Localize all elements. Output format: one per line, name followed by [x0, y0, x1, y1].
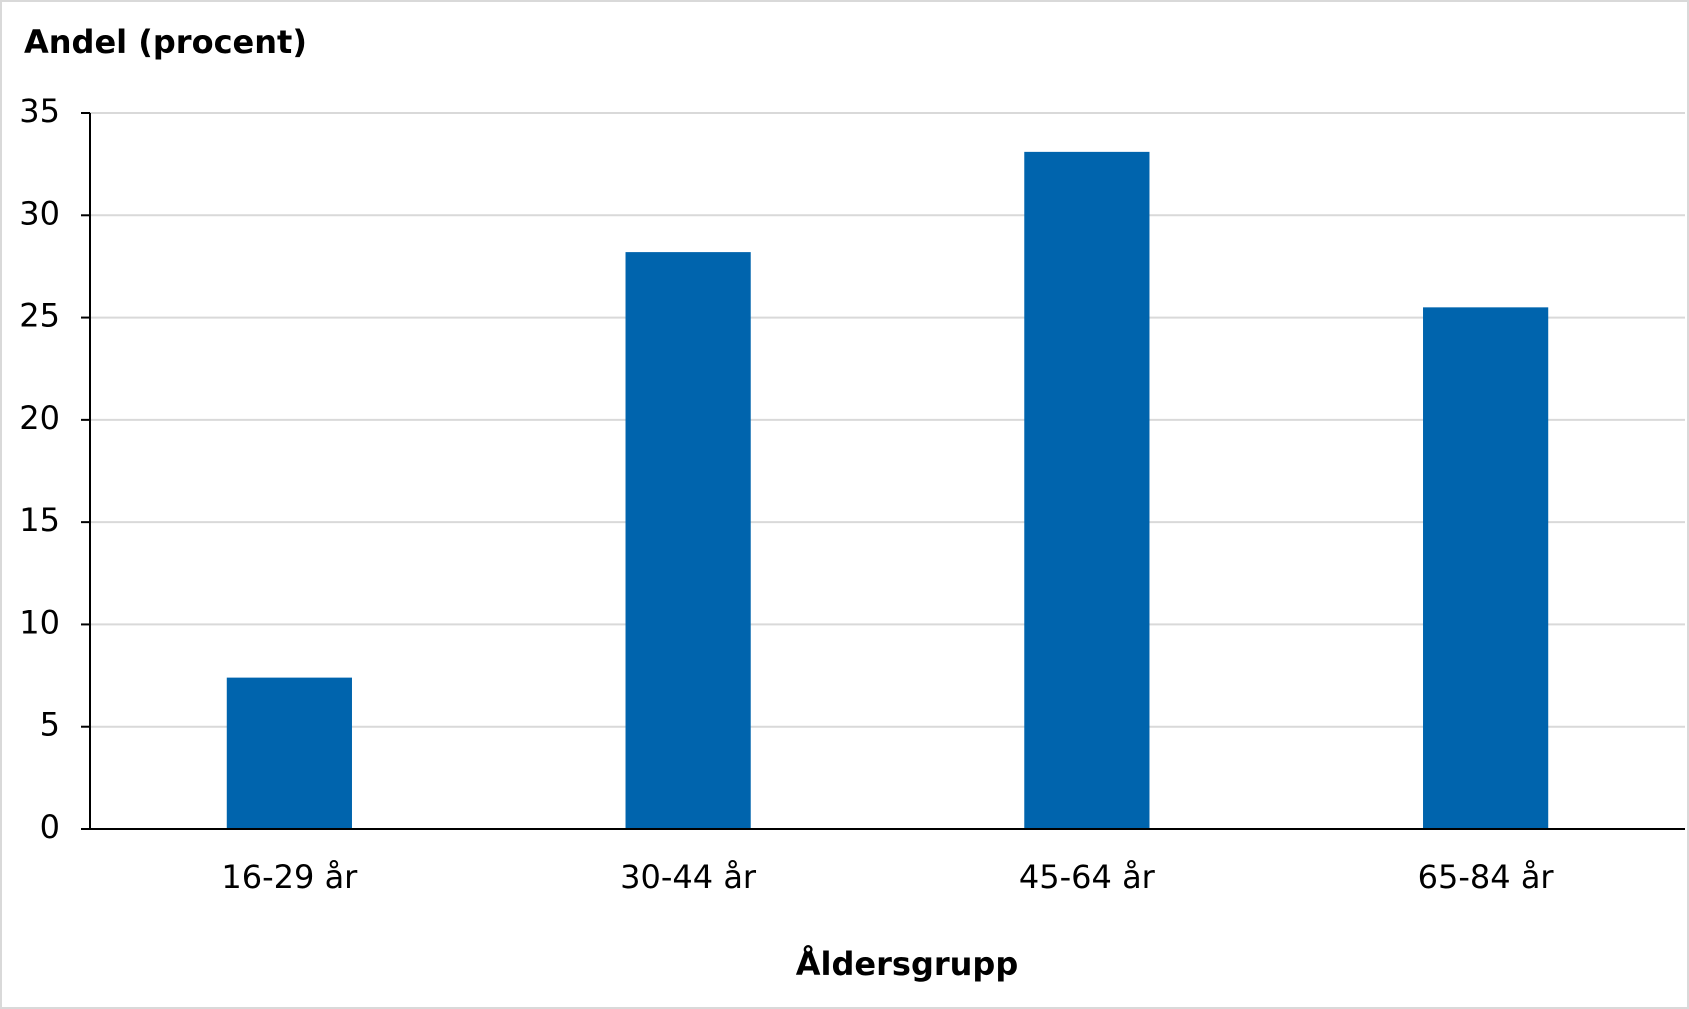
y-axis-title: Andel (procent): [24, 23, 307, 61]
y-tick-label: 15: [19, 501, 60, 539]
y-tick-label: 20: [19, 399, 60, 437]
y-tick-label: 10: [19, 603, 60, 641]
x-tick-label: 16-29 år: [221, 858, 358, 896]
bar: [226, 677, 352, 829]
y-tick-label: 0: [40, 808, 60, 846]
x-tick-label: 45-64 år: [1019, 858, 1156, 896]
x-tick-label: 65-84 år: [1418, 858, 1555, 896]
x-tick-label: 30-44 år: [620, 858, 757, 896]
bar: [1423, 307, 1549, 829]
bar: [625, 252, 751, 829]
y-tick-label: 30: [19, 194, 60, 232]
y-tick-label: 25: [19, 297, 60, 335]
y-tick-label: 5: [40, 706, 60, 744]
y-tick-label: 35: [19, 92, 60, 130]
bar: [1024, 151, 1150, 829]
x-axis-title: Åldersgrupp: [796, 945, 1018, 983]
